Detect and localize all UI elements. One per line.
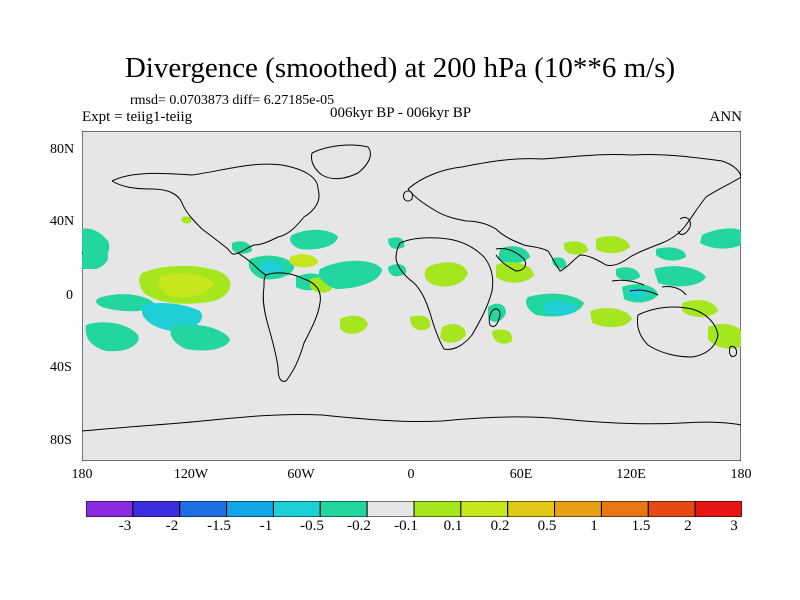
lat-tick-80n: 80N <box>50 142 75 157</box>
colorbar-label-0: -3 <box>118 518 132 534</box>
coast-eurasia <box>407 153 741 272</box>
divergence-map <box>82 131 741 461</box>
lat-tick-80s: 80S <box>50 433 72 448</box>
contour-teal-s-pacific-2 <box>170 324 230 351</box>
colorbar-label-10: 1 <box>590 518 598 534</box>
experiment-label: Expt = teiig1-teiig <box>82 109 193 125</box>
contour-green-s-africa <box>440 324 466 343</box>
colorbar-box-13 <box>694 501 742 517</box>
contour-teal-n-atlantic <box>290 229 338 250</box>
colorbar-box-10 <box>554 501 602 517</box>
contour-teal-n-pacific <box>82 249 109 269</box>
contour-green-hawaii <box>181 216 192 224</box>
season-label: ANN <box>709 109 743 125</box>
colorbar-label-5: -0.2 <box>347 518 371 534</box>
contour-cyan-s-pacific <box>142 303 203 331</box>
contour-teal-atlantic <box>318 260 382 289</box>
colorbar-box-12 <box>647 501 696 517</box>
colorbar-label-2: -1.5 <box>207 518 231 534</box>
colorbar-label-3: -1 <box>259 518 273 534</box>
lon-tick-60w: 60W <box>287 467 315 482</box>
coast-arabia <box>495 248 527 272</box>
contour-teal-e-pacific <box>96 294 156 312</box>
coast-madagascar <box>488 308 501 328</box>
coast-north-america <box>111 163 320 255</box>
contour-teal-arabia <box>498 246 530 264</box>
lon-tick-180w: 180 <box>71 467 93 482</box>
colorbar-boxes <box>86 501 742 517</box>
lon-tick-60e: 60E <box>509 467 533 482</box>
coast-japan <box>677 216 691 235</box>
contour-lightgreen-c-pacific <box>158 273 214 298</box>
contour-green-bay <box>564 241 588 255</box>
plot-title: Divergence (smoothed) at 200 hPa (10**6 … <box>124 52 676 84</box>
coast-new-zealand <box>729 346 737 358</box>
colorbar-label-11: 1.5 <box>631 518 651 534</box>
colorbar-label-12: 2 <box>684 518 692 534</box>
coast-indonesia <box>611 279 687 296</box>
colorbar-label-1: -2 <box>165 518 179 534</box>
contour-teal-n-africa <box>388 237 405 249</box>
colorbar-label-6: -0.1 <box>394 518 418 534</box>
coast-south-america <box>262 272 321 382</box>
colorbar-box-7 <box>413 501 462 517</box>
contour-teal-madagascar <box>488 303 506 322</box>
colorbar <box>86 501 742 517</box>
colorbar-box-0 <box>86 501 134 517</box>
period-label: 006kyr BP - 006kyr BP <box>330 105 472 121</box>
coast-australia <box>637 306 719 358</box>
contour-teal-w-africa <box>388 264 407 277</box>
contour-teal-w-pacific <box>654 266 706 287</box>
lon-tick-120w: 120W <box>173 467 209 482</box>
lat-tick-40n: 40N <box>50 214 75 229</box>
colorbar-box-3 <box>226 501 274 517</box>
colorbar-label-4: -0.5 <box>300 518 324 534</box>
contour-fills <box>82 216 741 352</box>
colorbar-box-8 <box>460 501 509 517</box>
colorbar-box-4 <box>272 501 321 517</box>
contour-cyan-indian <box>544 301 578 316</box>
contour-teal-s-pacific <box>85 322 139 352</box>
colorbar-label-7: 0.1 <box>443 518 463 534</box>
colorbar-box-1 <box>132 501 181 517</box>
contour-teal-nw-pacific-2 <box>656 247 686 261</box>
contour-teal-nw-pacific <box>700 228 741 249</box>
colorbar-label-8: 0.2 <box>490 518 510 534</box>
coast-uk <box>403 190 413 202</box>
colorbar-box-5 <box>319 501 368 517</box>
lon-tick-180e: 180 <box>730 467 752 482</box>
contour-teal-india <box>552 257 567 269</box>
colorbar-label-9: 0.5 <box>537 518 557 534</box>
contour-green-s-indian <box>492 329 513 344</box>
contour-teal-mexico <box>232 241 252 254</box>
lon-tick-0: 0 <box>407 467 415 482</box>
contour-green-sahel <box>424 262 468 287</box>
coast-greenland <box>311 144 371 180</box>
contour-green-s-atlantic-e <box>410 315 431 331</box>
contour-green-china <box>596 236 630 254</box>
colorbar-box-9 <box>507 501 556 517</box>
colorbar-box-2 <box>179 501 228 517</box>
lat-tick-0: 0 <box>66 288 73 303</box>
coastlines <box>82 144 741 432</box>
contour-green-sw-pacific <box>682 300 718 317</box>
lat-tick-40s: 40S <box>50 360 72 375</box>
contour-lightgreen-atlantic <box>290 254 318 268</box>
colorbar-box-6 <box>366 501 415 517</box>
coast-central-america <box>237 252 267 276</box>
contour-green-indian-2 <box>590 308 632 328</box>
coast-africa <box>395 237 494 350</box>
contour-cyan-caribbean <box>260 261 284 274</box>
contour-green-s-atlantic <box>340 315 368 334</box>
colorbar-label-13: 3 <box>730 518 738 534</box>
colorbar-box-11 <box>600 501 649 517</box>
stats-text: rmsd= 0.0703873 diff= 6.27185e-05 <box>130 93 335 108</box>
coast-antarctica <box>82 413 741 432</box>
lon-tick-120e: 120E <box>616 467 646 482</box>
contour-teal-sea <box>616 267 640 281</box>
